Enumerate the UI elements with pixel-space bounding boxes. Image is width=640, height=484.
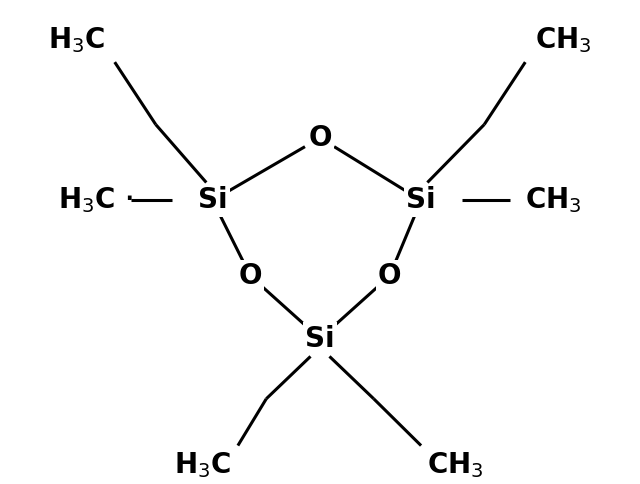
Text: H$_3$C: H$_3$C xyxy=(48,26,105,56)
Text: Si: Si xyxy=(406,186,436,214)
Text: O: O xyxy=(308,124,332,152)
Text: $\cdot$: $\cdot$ xyxy=(122,181,132,215)
Text: CH$_3$: CH$_3$ xyxy=(428,450,484,480)
Text: O: O xyxy=(378,262,401,290)
Text: Si: Si xyxy=(198,186,227,214)
Text: CH$_3$: CH$_3$ xyxy=(535,26,591,56)
Text: CH$_3$: CH$_3$ xyxy=(525,185,582,215)
Text: H$_3$C: H$_3$C xyxy=(174,450,232,480)
Text: H$_3$C: H$_3$C xyxy=(58,185,115,215)
Text: Si: Si xyxy=(305,325,335,352)
Text: O: O xyxy=(239,262,262,290)
